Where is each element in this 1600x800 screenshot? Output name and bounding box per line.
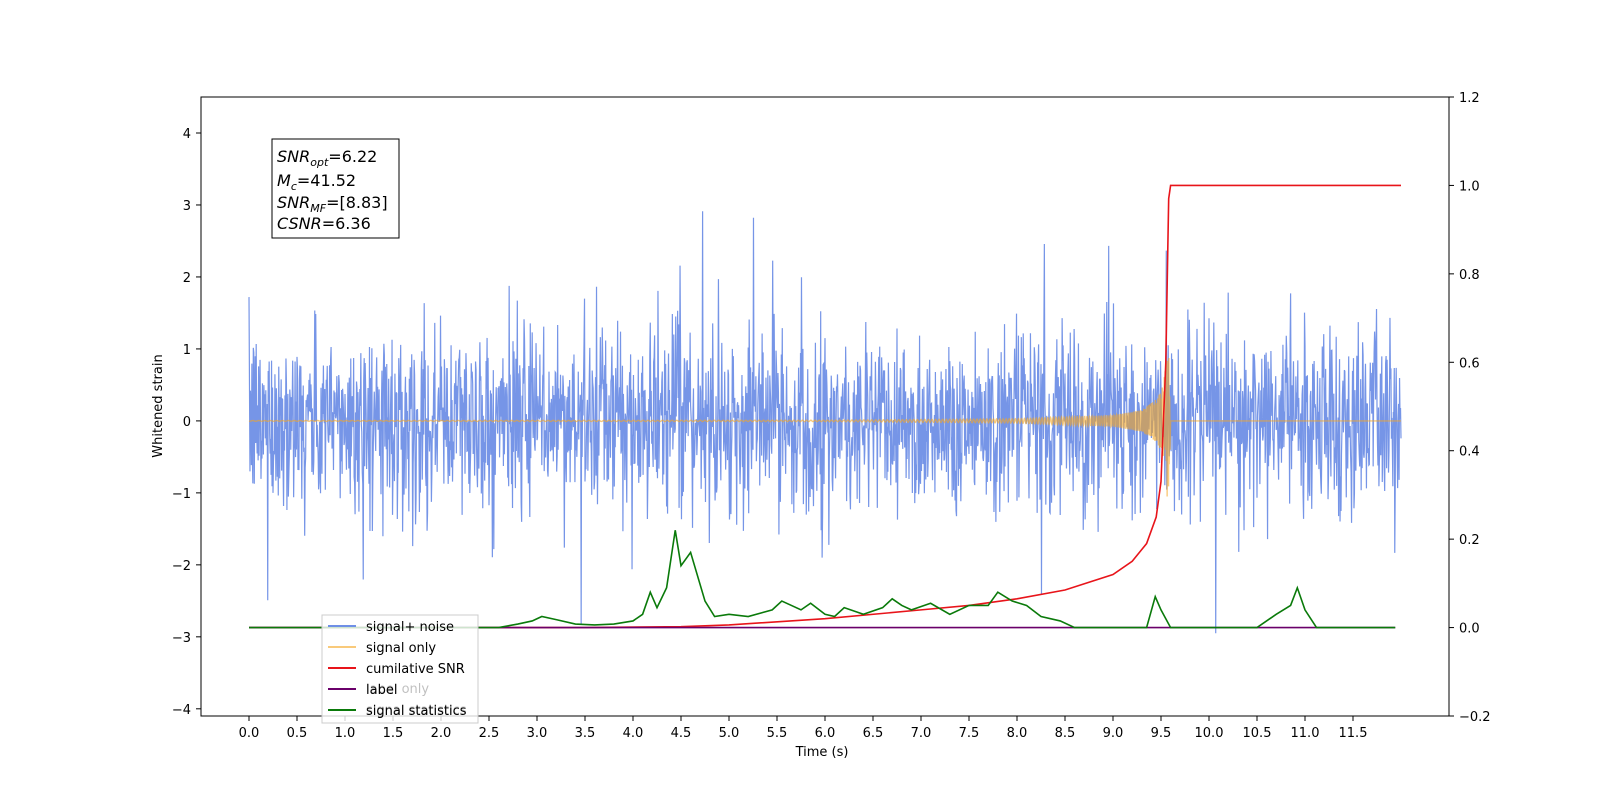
stat-mc: Mc=41.52 <box>277 171 356 193</box>
y-left-tick-label: 4 <box>183 127 191 142</box>
x-tick-label: 2.5 <box>479 726 500 741</box>
legend: label only signal statistics signal+ noi… <box>321 614 479 724</box>
stats-annotation-frame <box>271 138 400 239</box>
y-left-tick-label: 0 <box>183 415 191 430</box>
stats-annotation-box: SNRopt=6.22 Mc=41.52 SNRMF=[8.83] CSNR=6… <box>271 138 400 239</box>
y-left-tick-label: −1 <box>172 487 191 502</box>
x-tick-label: 10.5 <box>1243 726 1272 741</box>
y-left-tick-label: 2 <box>183 271 191 286</box>
stat-snr-opt-value: =6.22 <box>328 147 377 166</box>
stat-snr-mf-sub: MF <box>310 202 326 215</box>
x-tick-label: 10.0 <box>1195 726 1224 741</box>
x-tick-label: 9.0 <box>1103 726 1124 741</box>
y-left-tick-label: 1 <box>183 343 191 358</box>
stat-snr-opt-main: SNR <box>277 147 310 166</box>
stat-snr-opt: SNRopt=6.22 <box>277 147 377 169</box>
y-right-tick-label: 0.0 <box>1459 622 1480 637</box>
x-tick-label: 7.5 <box>959 726 980 741</box>
x-tick-label: 7.0 <box>911 726 932 741</box>
x-tick-label: 5.0 <box>719 726 740 741</box>
x-tick-label: 6.0 <box>815 726 836 741</box>
legend-label-label: label <box>366 683 397 698</box>
y-right-tick-label: 1.0 <box>1459 179 1480 194</box>
y-left-tick-label: −4 <box>172 703 191 718</box>
y-left-tick-label: 3 <box>183 199 191 214</box>
stat-mc-main: M <box>277 171 291 190</box>
y-right-tick-label: 0.4 <box>1459 445 1480 460</box>
stat-csnr: CSNR=6.36 <box>277 214 371 233</box>
x-tick-label: 8.0 <box>1007 726 1028 741</box>
legend-label-signal-only: signal only <box>366 641 436 656</box>
legend-overlap-text-1: label only <box>366 682 429 697</box>
x-tick-label: 11.5 <box>1339 726 1368 741</box>
x-axis-label: Time (s) <box>795 745 849 760</box>
x-tick-label: 0.5 <box>287 726 308 741</box>
y-right-tick-label: 0.6 <box>1459 356 1480 371</box>
x-tick-label: 1.0 <box>335 726 356 741</box>
stat-snr-mf: SNRMF=[8.83] <box>277 193 388 215</box>
y-left-tick-label: −2 <box>172 559 191 574</box>
x-tick-label: 4.5 <box>671 726 692 741</box>
y-right-tick-label: 0.8 <box>1459 268 1480 283</box>
stat-snr-mf-value: =[8.83] <box>326 193 388 212</box>
y-right-tick-label: 0.2 <box>1459 533 1480 548</box>
stat-mc-value: =41.52 <box>297 171 356 190</box>
y-axis-right: −0.2 0.0 0.2 0.4 0.6 0.8 1.0 1.2 <box>1449 91 1491 725</box>
x-tick-label: 5.5 <box>767 726 788 741</box>
stat-mc-sub: c <box>291 180 297 193</box>
x-tick-label: 3.5 <box>575 726 596 741</box>
series-cumulative-snr-line <box>249 184 1401 629</box>
x-tick-label: 8.5 <box>1055 726 1076 741</box>
series-signal-noise-line <box>248 211 1402 634</box>
x-tick-label: 3.0 <box>527 726 548 741</box>
legend-label-signal-statistics: signal statistics <box>366 704 467 719</box>
stat-csnr-value: =6.36 <box>322 214 371 233</box>
x-tick-label: 11.0 <box>1291 726 1320 741</box>
y-axis-label-left: Whitened strain <box>151 354 166 457</box>
stat-snr-mf-main: SNR <box>277 193 310 212</box>
x-tick-label: 4.0 <box>623 726 644 741</box>
y-right-tick-label: −0.2 <box>1459 710 1491 725</box>
y-right-tick-label: 1.2 <box>1459 91 1480 106</box>
legend-overlap-text-2: signal statistics <box>366 703 467 718</box>
legend-label-signal-noise: signal+ noise <box>366 620 454 635</box>
x-tick-label: 9.5 <box>1151 726 1172 741</box>
x-tick-label: 2.0 <box>431 726 452 741</box>
y-left-tick-label: −3 <box>172 631 191 646</box>
stat-csnr-main: CSNR <box>277 214 322 233</box>
x-tick-label: 0.0 <box>239 726 260 741</box>
x-axis: 0.0 0.5 1.0 1.5 2.0 2.5 3.0 3.5 4.0 4.5 5.0 5.5 6.0 6… <box>239 716 1368 741</box>
stat-snr-opt-sub: opt <box>310 156 329 169</box>
series-signal-only-line <box>248 358 1401 497</box>
x-tick-label: 6.5 <box>863 726 884 741</box>
legend-label-cumulative-snr: cumilative SNR <box>366 662 465 677</box>
y-axis-left: −4 −3 −2 −1 0 1 2 3 4 <box>172 127 201 718</box>
series-signal-statistics-line <box>249 530 1396 629</box>
x-tick-label: 1.5 <box>383 726 404 741</box>
